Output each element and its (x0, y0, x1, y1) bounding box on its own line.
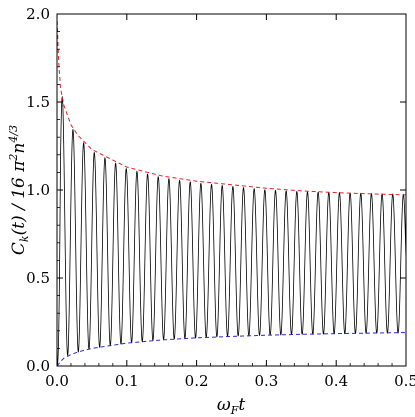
y-axis-label: Ck(t) / 16 π2n4/3 (7, 125, 31, 255)
x-axis-label-omega: ω (217, 395, 231, 415)
x-axis-label: ωFt (217, 395, 246, 417)
x-tick-label: 0.3 (254, 372, 278, 390)
oscillation-line (56, 95, 407, 367)
x-tick-label: 0.4 (324, 372, 348, 390)
y-tick-label: 1.0 (26, 181, 50, 199)
x-axis: 0.0 0.1 0.2 0.3 0.4 0.5 (45, 14, 415, 390)
x-axis-label-subscript: F (230, 404, 239, 417)
plot-frame (56, 13, 407, 367)
upper-envelope-line (56, 13, 407, 196)
x-tick-label: 0.0 (45, 372, 69, 390)
y-tick-label: 0.5 (26, 269, 50, 287)
x-tick-label: 0.1 (115, 372, 139, 390)
svg-text:Ck(t) / 16 π2n4/3: Ck(t) / 16 π2n4/3 (7, 125, 31, 255)
y-tick-label: 0.0 (26, 357, 50, 375)
lower-envelope-line (56, 332, 407, 367)
x-tick-label: 0.2 (185, 372, 209, 390)
x-tick-label: 0.5 (394, 372, 415, 390)
plot-area (56, 13, 407, 367)
y-tick-label: 2.0 (26, 5, 50, 23)
y-tick-label: 1.5 (26, 93, 50, 111)
x-axis-label-t: t (238, 395, 245, 415)
y-axis: 0.0 0.5 1.0 1.5 2.0 (26, 5, 406, 375)
